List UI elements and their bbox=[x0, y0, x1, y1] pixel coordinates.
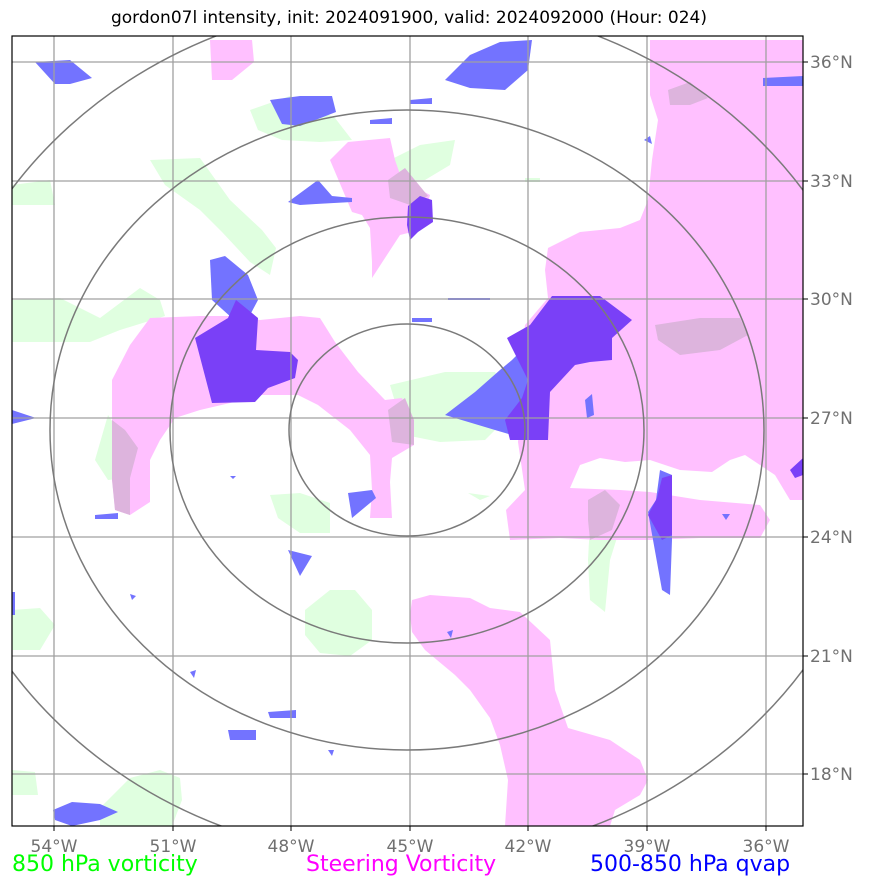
lat-tick-label: 36°N bbox=[810, 53, 853, 73]
plot-frame bbox=[11, 35, 804, 827]
overlap-layer bbox=[112, 82, 748, 540]
lon-tick-label: 42°W bbox=[505, 837, 552, 857]
lon-tick-label: 54°W bbox=[31, 837, 78, 857]
legend-qvap: 500-850 hPa qvap bbox=[590, 852, 791, 877]
map-title: gordon07l intensity, init: 2024091900, v… bbox=[110, 8, 707, 28]
graticule bbox=[12, 36, 803, 826]
legend-steering-vorticity: Steering Vorticity bbox=[306, 852, 497, 877]
lat-tick-label: 24°N bbox=[810, 528, 853, 548]
lat-tick-label: 30°N bbox=[810, 290, 853, 310]
lon-tick-labels: 54°W 51°W 48°W 45°W 42°W 39°W 36°W bbox=[31, 837, 790, 857]
range-ring-3 bbox=[49, 109, 765, 751]
legend-850-vorticity: 850 hPa vorticity bbox=[12, 852, 198, 877]
lon-tick-label: 39°W bbox=[624, 837, 671, 857]
tick-marks bbox=[53, 61, 808, 831]
lon-tick-label: 51°W bbox=[150, 837, 197, 857]
lat-tick-label: 27°N bbox=[810, 409, 853, 429]
range-ring-1 bbox=[288, 323, 526, 537]
lat-tick-label: 33°N bbox=[810, 172, 853, 192]
lat-tick-label: 18°N bbox=[810, 765, 853, 785]
steering-vorticity-layer bbox=[112, 40, 803, 826]
lat-tick-label: 21°N bbox=[810, 647, 853, 667]
range-rings bbox=[12, 36, 803, 826]
lon-tick-label: 36°W bbox=[743, 837, 790, 857]
lon-tick-label: 45°W bbox=[387, 837, 434, 857]
lat-tick-labels: 36°N 33°N 30°N 27°N 24°N 21°N 18°N bbox=[810, 53, 853, 785]
lon-tick-label: 48°W bbox=[268, 837, 315, 857]
range-ring-2 bbox=[169, 216, 645, 644]
